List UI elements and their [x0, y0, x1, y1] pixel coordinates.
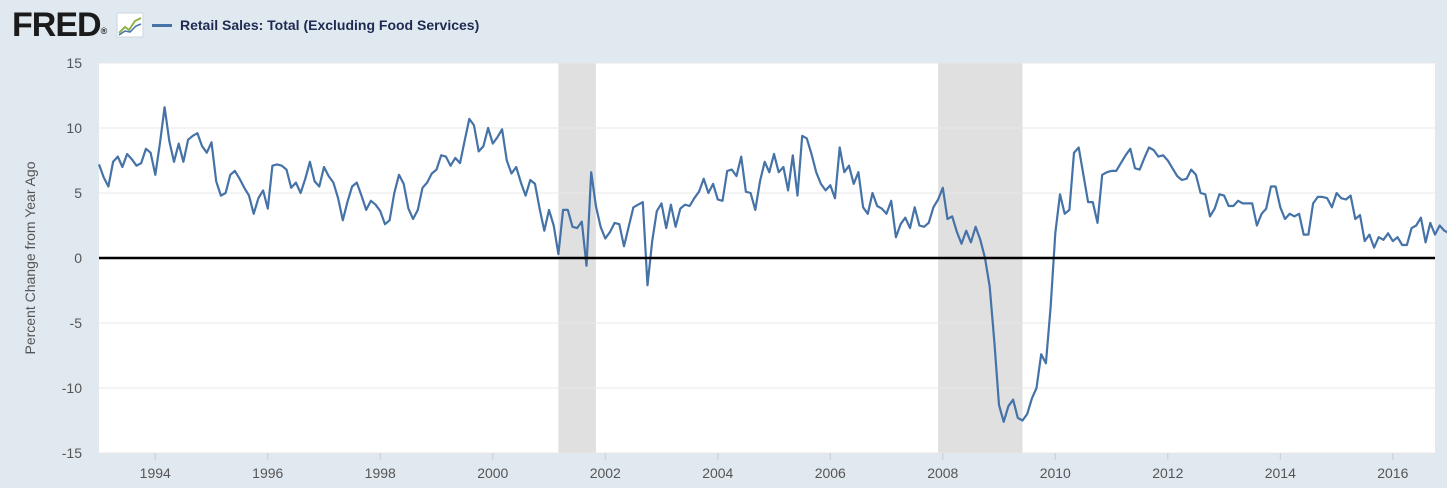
y-tick-label: 10: [66, 120, 82, 136]
y-tick-label: 15: [66, 55, 82, 71]
y-tick-label: 5: [74, 185, 82, 201]
y-axis-ticks: 15 10 5 0 -5 -10 -15: [62, 55, 82, 461]
x-tick-label: 2008: [927, 465, 958, 481]
fred-chart-icon: [116, 12, 144, 38]
x-tick-label: 2012: [1152, 465, 1183, 481]
x-tick-label: 2004: [702, 465, 733, 481]
x-tick-label: 2010: [1040, 465, 1071, 481]
x-tick-label: 1998: [365, 465, 396, 481]
x-tick-label: 1994: [140, 465, 171, 481]
fred-logo[interactable]: FRED®: [12, 7, 107, 43]
chart-header: FRED® Retail Sales: Total (Excluding Foo…: [0, 0, 1447, 52]
registered-mark: ®: [100, 26, 108, 36]
x-tick-label: 2014: [1265, 465, 1296, 481]
y-tick-label: -10: [62, 380, 82, 396]
legend-item[interactable]: Retail Sales: Total (Excluding Food Serv…: [152, 15, 479, 35]
fred-logo-text: FRED: [12, 6, 102, 44]
x-tick-label: 2016: [1377, 465, 1408, 481]
series-layer: [97, 106, 1447, 423]
y-tick-label: 0: [74, 250, 82, 266]
y-tick-label: -5: [70, 315, 83, 331]
y-axis-title: Percent Change from Year Ago: [22, 161, 38, 354]
x-tick-label: 1996: [252, 465, 283, 481]
x-tick-label: 2002: [590, 465, 621, 481]
y-tick-label: -15: [62, 445, 82, 461]
x-tick-label: 2000: [477, 465, 508, 481]
x-axis-ticks: 1994 1996 1998 2000 2002 2004 2006 2008 2010 2012…: [140, 453, 1409, 481]
x-tick-label: 2006: [815, 465, 846, 481]
legend-label: Retail Sales: Total (Excluding Food Serv…: [180, 17, 480, 33]
legend-swatch: [152, 23, 172, 27]
series-line-1[interactable]: [97, 106, 1447, 423]
